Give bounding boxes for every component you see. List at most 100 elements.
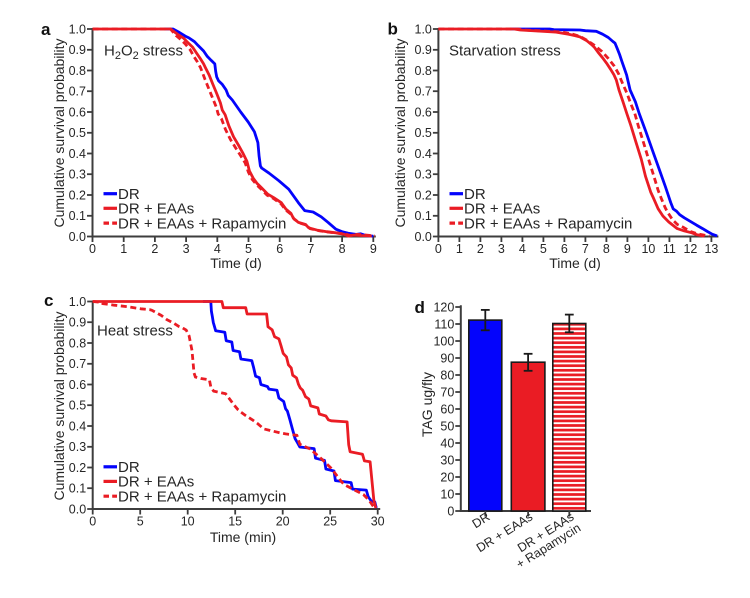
svg-text:9: 9 [624,242,631,256]
svg-text:100: 100 [433,334,454,348]
svg-text:DR + EAAs: DR + EAAs [118,201,194,218]
svg-text:0.3: 0.3 [415,168,432,182]
svg-text:110: 110 [434,317,454,331]
svg-text:Time (d): Time (d) [210,255,262,271]
svg-text:0.5: 0.5 [415,126,432,140]
svg-text:9: 9 [370,242,377,256]
svg-text:13: 13 [704,242,718,256]
svg-text:3: 3 [183,242,190,256]
svg-text:10: 10 [181,515,195,529]
svg-text:DR: DR [464,186,486,203]
svg-text:DR: DR [118,186,140,203]
svg-text:DR + EAAs: DR + EAAs [464,201,540,218]
svg-text:0.9: 0.9 [69,43,86,57]
svg-text:10: 10 [641,242,655,256]
svg-text:30: 30 [440,453,454,467]
svg-text:5: 5 [540,242,547,256]
svg-text:DR + EAAs + Rapamycin: DR + EAAs + Rapamycin [464,215,632,232]
svg-text:0.4: 0.4 [69,147,86,161]
svg-text:20: 20 [276,515,290,529]
svg-text:0.8: 0.8 [69,64,86,78]
svg-text:40: 40 [440,436,454,450]
svg-text:2: 2 [151,242,158,256]
svg-text:0: 0 [89,242,96,256]
svg-text:8: 8 [603,242,610,256]
svg-text:1.0: 1.0 [415,22,432,36]
svg-text:10: 10 [440,487,454,501]
svg-text:6: 6 [276,242,283,256]
svg-text:2: 2 [477,242,484,256]
svg-text:25: 25 [323,515,337,529]
svg-text:1: 1 [120,242,127,256]
svg-text:c: c [44,291,53,310]
svg-text:50: 50 [440,419,454,433]
svg-text:Starvation stress: Starvation stress [449,43,561,60]
svg-text:0.3: 0.3 [69,168,86,182]
svg-text:0.7: 0.7 [69,85,86,99]
svg-text:0.0: 0.0 [69,230,86,244]
svg-text:60: 60 [440,402,454,416]
svg-text:0: 0 [89,515,96,529]
svg-text:7: 7 [582,242,589,256]
svg-text:1.0: 1.0 [69,295,86,309]
svg-text:Time (d): Time (d) [549,255,601,271]
svg-text:12: 12 [683,242,697,256]
svg-text:0.4: 0.4 [69,419,86,433]
svg-text:70: 70 [440,385,454,399]
svg-text:0.7: 0.7 [69,357,86,371]
svg-text:b: b [388,20,398,39]
svg-text:6: 6 [561,242,568,256]
svg-text:d: d [415,298,425,317]
svg-text:0.1: 0.1 [69,209,86,223]
svg-text:5: 5 [137,515,144,529]
svg-text:80: 80 [440,368,454,382]
svg-text:0.1: 0.1 [415,209,432,223]
svg-text:0.0: 0.0 [415,230,432,244]
svg-text:3: 3 [498,242,505,256]
svg-text:0.3: 0.3 [69,440,86,454]
svg-text:1.0: 1.0 [69,22,86,36]
svg-text:20: 20 [440,470,454,484]
svg-text:120: 120 [433,300,454,314]
svg-text:0.8: 0.8 [69,336,86,350]
svg-text:0: 0 [435,242,442,256]
svg-text:0.8: 0.8 [415,64,432,78]
svg-text:0.9: 0.9 [69,316,86,330]
svg-text:0.6: 0.6 [69,105,86,119]
svg-text:0.4: 0.4 [415,147,432,161]
svg-text:0.2: 0.2 [69,461,86,475]
svg-text:DR + EAAs: DR + EAAs [118,474,194,491]
svg-text:90: 90 [440,351,454,365]
svg-text:0.6: 0.6 [69,378,86,392]
svg-text:Cumulative survival probabilit: Cumulative survival probability [51,38,67,227]
svg-text:0.5: 0.5 [69,399,86,413]
svg-text:7: 7 [307,242,314,256]
svg-text:4: 4 [519,242,526,256]
svg-text:11: 11 [663,242,676,256]
svg-text:0.2: 0.2 [69,188,86,202]
svg-text:DR + EAAs + Rapamycin: DR + EAAs + Rapamycin [118,215,286,232]
svg-text:a: a [41,20,51,39]
svg-text:TAG ug/fly: TAG ug/fly [419,372,435,437]
svg-text:DR + EAAs + Rapamycin: DR + EAAs + Rapamycin [118,488,286,505]
svg-text:5: 5 [245,242,252,256]
svg-text:Cumulative survival probabilit: Cumulative survival probability [392,38,408,227]
svg-text:30: 30 [371,515,385,529]
svg-text:0.6: 0.6 [415,105,432,119]
svg-text:0.1: 0.1 [69,482,86,496]
svg-text:0.7: 0.7 [415,85,432,99]
svg-text:0.5: 0.5 [69,126,86,140]
svg-text:Time (min): Time (min) [210,529,276,545]
svg-text:H2O2 stress: H2O2 stress [104,43,183,63]
svg-text:DR: DR [118,459,140,476]
svg-text:15: 15 [228,515,242,529]
svg-text:0.0: 0.0 [69,502,86,516]
svg-text:0.9: 0.9 [415,43,432,57]
svg-text:0: 0 [447,504,454,518]
svg-text:8: 8 [339,242,346,256]
svg-text:4: 4 [214,242,221,256]
svg-text:Heat stress: Heat stress [97,323,173,340]
svg-text:0.2: 0.2 [415,188,432,202]
svg-text:1: 1 [456,242,463,256]
svg-text:Cumulative survival probabilit: Cumulative survival probability [51,311,67,500]
